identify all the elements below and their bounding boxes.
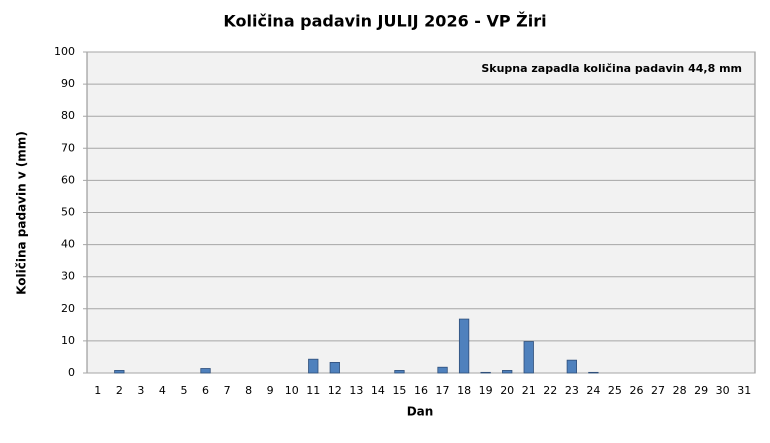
annotation: Skupna zapadla količina padavin 44,8 mm [481,62,742,75]
bar [394,370,405,374]
x-tick-label: 11 [306,384,320,397]
y-tick-label: 60 [61,173,75,186]
y-tick-label: 50 [61,206,75,219]
x-axis-label: Dan [407,405,434,419]
x-tick-label: 30 [716,384,730,397]
bar [480,371,491,374]
bar [114,370,125,374]
x-tick-label: 17 [436,384,450,397]
bar [588,371,599,374]
x-tick-label: 25 [608,384,622,397]
x-tick-label: 12 [328,384,342,397]
y-tick-label: 20 [61,302,75,315]
y-tick-label: 10 [61,334,75,347]
bar [200,368,211,374]
y-tick-label: 40 [61,238,75,251]
x-tick-label: 1 [94,384,101,397]
x-tick-label: 18 [457,384,471,397]
chart-title: Količina padavin JULIJ 2026 - VP Žiri [223,12,546,31]
x-tick-label: 23 [565,384,579,397]
bar [502,370,513,374]
bar [566,359,577,374]
x-tick-label: 15 [392,384,406,397]
bar [329,362,340,374]
y-tick-label: 70 [61,141,75,154]
x-tick-label: 9 [267,384,274,397]
y-tick-label: 100 [54,45,75,58]
x-tick-label: 26 [629,384,643,397]
x-tick-label: 4 [159,384,166,397]
x-tick-label: 10 [285,384,299,397]
x-tick-label: 16 [414,384,428,397]
bar [523,341,534,374]
x-tick-label: 31 [737,384,751,397]
bar [308,358,319,374]
y-tick-label: 30 [61,270,75,283]
x-tick-label: 24 [586,384,600,397]
x-tick-label: 19 [479,384,493,397]
y-tick-label: 80 [61,109,75,122]
x-tick-label: 8 [245,384,252,397]
x-tick-label: 22 [543,384,557,397]
x-tick-label: 28 [673,384,687,397]
x-tick-label: 27 [651,384,665,397]
x-tick-label: 20 [500,384,514,397]
x-tick-label: 3 [137,384,144,397]
y-tick-label: 0 [68,366,75,379]
bar [437,366,448,374]
x-tick-label: 7 [224,384,231,397]
x-tick-label: 5 [180,384,187,397]
y-axis-label: Količina padavin v (mm) [15,131,29,295]
x-tick-label: 21 [522,384,536,397]
bar [458,318,470,374]
y-tick-label: 90 [61,77,75,90]
x-tick-label: 14 [371,384,385,397]
x-tick-label: 29 [694,384,708,397]
x-tick-label: 6 [202,384,209,397]
x-tick-label: 2 [116,384,123,397]
x-tick-label: 13 [349,384,363,397]
